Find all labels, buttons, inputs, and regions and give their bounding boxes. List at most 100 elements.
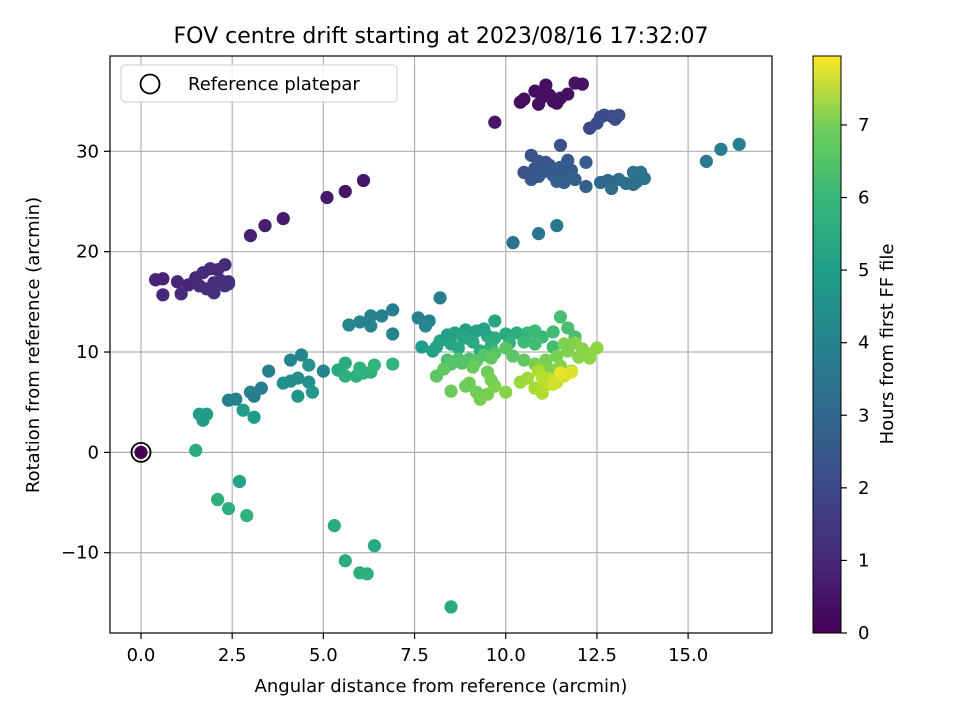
data-point: [517, 353, 531, 367]
data-point: [499, 385, 513, 399]
data-point: [521, 371, 535, 385]
data-point: [276, 211, 290, 226]
data-point: [375, 309, 389, 323]
data-point: [553, 138, 568, 152]
colorbar-tick-label: 6: [858, 188, 869, 209]
data-point: [593, 110, 608, 124]
data-point: [561, 321, 575, 335]
data-point: [364, 309, 378, 323]
data-point: [134, 445, 148, 459]
plot-frame: [109, 55, 773, 634]
colorbar-tick-label: 7: [858, 115, 869, 136]
data-point: [232, 474, 247, 489]
legend: Reference platepar: [120, 64, 398, 103]
data-point: [429, 340, 444, 354]
data-point: [210, 492, 225, 507]
data-point: [535, 370, 549, 384]
reference-platepar-marker: [130, 441, 152, 463]
data-point: [262, 364, 276, 378]
data-point: [364, 319, 378, 333]
data-point: [455, 329, 469, 343]
data-point: [531, 97, 546, 111]
data-point: [283, 353, 298, 367]
colorbar-tick-label: 5: [858, 260, 869, 281]
data-point: [221, 277, 236, 291]
data-point: [714, 142, 728, 156]
data-point: [455, 356, 469, 370]
data-point: [553, 310, 568, 324]
data-point: [517, 165, 531, 180]
data-point: [506, 236, 520, 250]
data-point: [553, 366, 568, 380]
data-point: [386, 303, 400, 317]
data-point: [699, 154, 713, 168]
data-point: [353, 361, 367, 375]
chart-title: FOV centre drift starting at 2023/08/16 …: [174, 24, 709, 49]
data-point: [517, 335, 531, 349]
data-point: [302, 358, 316, 372]
legend-box: [120, 64, 398, 103]
y-tick-label: 10: [76, 342, 99, 363]
data-point: [342, 318, 356, 332]
data-point: [338, 369, 352, 383]
data-point: [510, 326, 524, 340]
data-point: [444, 384, 458, 398]
data-point: [247, 389, 261, 403]
data-point: [564, 169, 578, 184]
data-point: [488, 115, 502, 129]
data-point: [590, 341, 604, 355]
data-point: [294, 348, 309, 362]
x-tick-label: 2.5: [218, 645, 247, 666]
data-point: [583, 351, 597, 365]
y-tick-label: −10: [61, 543, 99, 564]
data-point: [612, 108, 626, 122]
data-point: [174, 287, 188, 301]
data-point: [561, 87, 575, 101]
data-point: [561, 153, 575, 167]
data-point: [546, 94, 560, 108]
data-point: [221, 501, 236, 516]
data-point: [291, 371, 305, 385]
data-point: [229, 392, 243, 406]
y-tick-label: 0: [88, 442, 99, 463]
colorbar: 0 1 2 3 4 5 6 7 Hours from first FF file: [812, 55, 898, 644]
data-point: [484, 351, 498, 365]
data-point: [466, 335, 480, 349]
data-point: [189, 443, 203, 457]
data-point: [258, 218, 272, 233]
data-point: [356, 173, 371, 188]
data-point: [156, 272, 170, 286]
colorbar-tick-label: 3: [858, 405, 869, 426]
y-axis-ticks: −10 0 10 20 30: [61, 141, 110, 564]
data-point: [338, 356, 352, 370]
y-axis-label: Rotation from reference (arcmin): [23, 197, 44, 493]
colorbar-gradient: [812, 55, 842, 634]
colorbar-tick-label: 4: [858, 333, 869, 354]
data-point: [462, 376, 476, 390]
data-point: [575, 342, 589, 356]
data-point: [240, 508, 254, 523]
data-point: [604, 181, 619, 196]
data-point: [488, 314, 502, 328]
data-point: [418, 319, 433, 333]
data-point: [156, 288, 170, 302]
data-point: [320, 190, 334, 205]
data-point: [437, 362, 451, 376]
x-axis-label: Angular distance from reference (arcmin): [255, 676, 628, 697]
data-point: [542, 161, 557, 175]
data-point: [367, 539, 382, 553]
data-point: [302, 375, 316, 389]
x-tick-label: 7.5: [400, 645, 429, 666]
data-point: [531, 169, 546, 184]
data-point: [327, 519, 341, 533]
colorbar-tick-label: 2: [858, 478, 869, 499]
data-point: [484, 373, 498, 387]
data-point: [626, 177, 640, 192]
data-point: [579, 155, 593, 169]
data-point: [550, 349, 564, 363]
data-point: [386, 327, 400, 341]
data-point: [444, 600, 458, 614]
data-point: [386, 357, 400, 371]
data-point: [433, 291, 447, 305]
